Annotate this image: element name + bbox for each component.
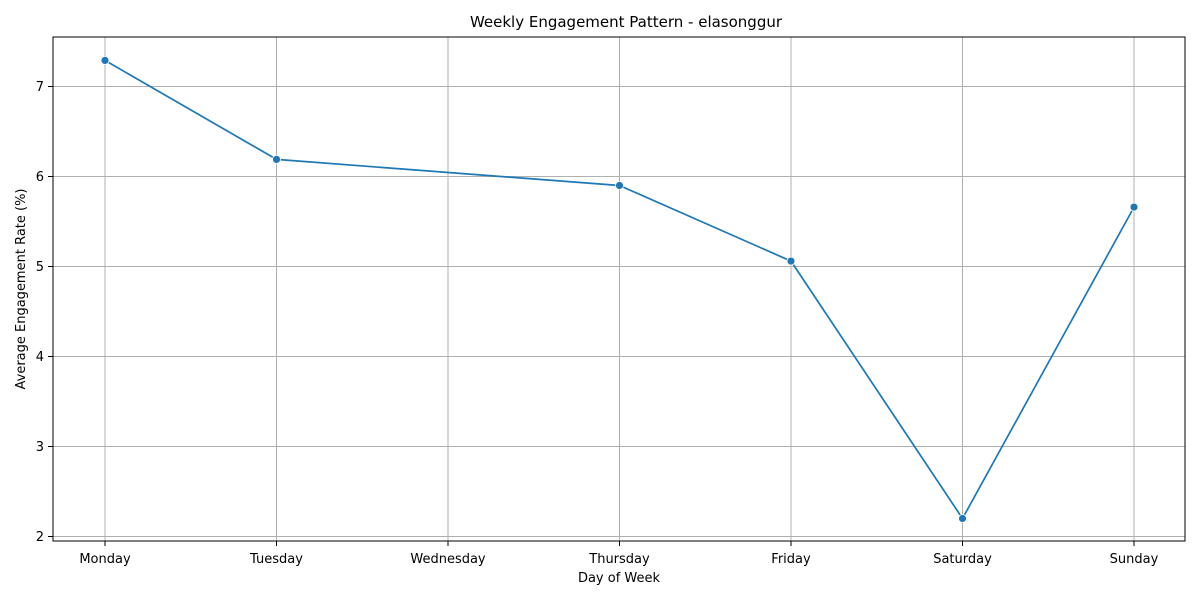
y-tick-label: 3 bbox=[36, 440, 44, 455]
y-tick-label: 7 bbox=[36, 80, 44, 95]
x-tick-label: Saturday bbox=[933, 552, 992, 567]
x-tick-label: Sunday bbox=[1110, 552, 1159, 567]
x-tick-label: Tuesday bbox=[249, 552, 303, 567]
data-point bbox=[1129, 202, 1139, 212]
y-tick-label: 5 bbox=[36, 260, 44, 275]
chart-title: Weekly Engagement Pattern - elasonggur bbox=[470, 13, 783, 31]
data-point bbox=[958, 514, 967, 523]
x-tick-label: Friday bbox=[771, 552, 811, 567]
series-line bbox=[104, 59, 1135, 521]
y-axis-label: Average Engagement Rate (%) bbox=[14, 188, 29, 389]
data-point bbox=[615, 181, 624, 190]
x-tick-label: Wednesday bbox=[410, 552, 486, 567]
y-tick-label: 4 bbox=[36, 350, 44, 365]
axis-ticks: Monday Tuesday Wednesday Thursday Friday Satu… bbox=[36, 80, 1159, 567]
data-point bbox=[786, 256, 796, 266]
x-axis-label: Day of Week bbox=[578, 571, 661, 586]
x-tick-label: Thursday bbox=[588, 552, 650, 567]
data-point bbox=[100, 56, 110, 65]
x-tick-label: Monday bbox=[79, 552, 131, 567]
data-point bbox=[272, 154, 281, 164]
grid-lines bbox=[53, 37, 1185, 541]
y-tick-label: 6 bbox=[36, 170, 44, 185]
series-layer bbox=[100, 56, 1139, 523]
y-tick-label: 2 bbox=[36, 530, 44, 545]
